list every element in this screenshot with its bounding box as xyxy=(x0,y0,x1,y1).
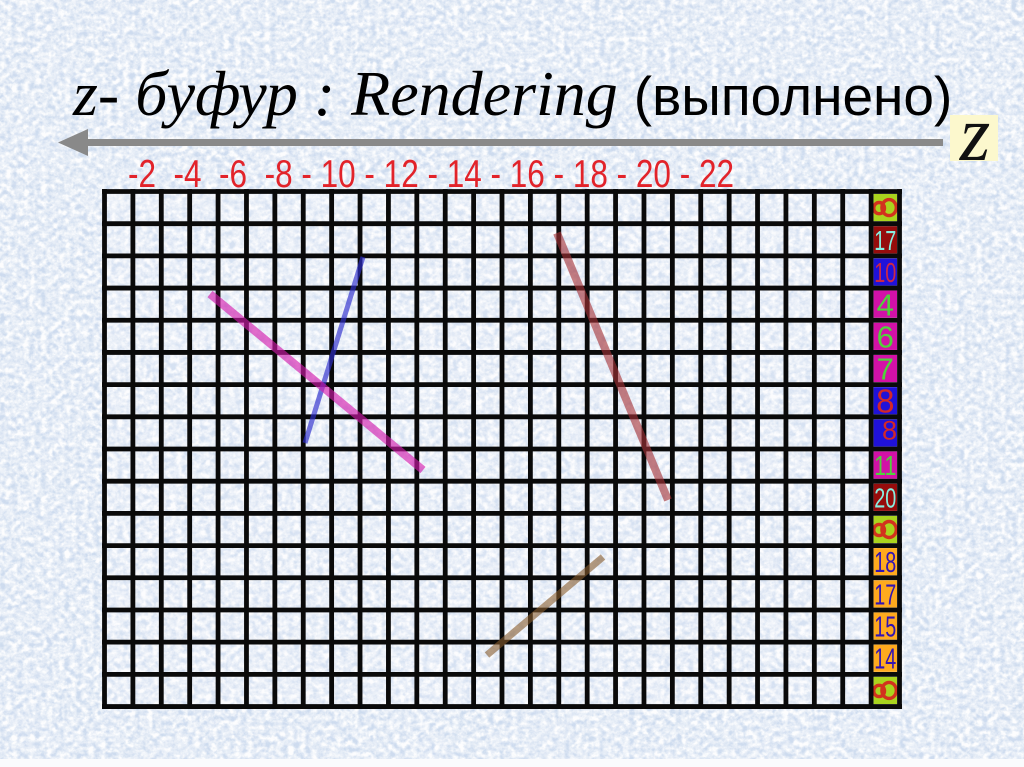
svg-text:18: 18 xyxy=(874,547,896,579)
svg-text:10: 10 xyxy=(874,257,896,288)
svg-text:17: 17 xyxy=(874,579,896,611)
svg-text:7: 7 xyxy=(877,352,894,387)
svg-text:8: 8 xyxy=(876,383,894,420)
svg-text:14: 14 xyxy=(874,644,896,676)
svg-text:8: 8 xyxy=(882,416,897,446)
svg-text:11: 11 xyxy=(874,450,896,481)
svg-text:20: 20 xyxy=(874,482,896,513)
svg-text:17: 17 xyxy=(874,225,896,256)
svg-text:6: 6 xyxy=(877,319,894,354)
svg-text:15: 15 xyxy=(874,611,896,643)
svg-text:4: 4 xyxy=(877,287,894,322)
